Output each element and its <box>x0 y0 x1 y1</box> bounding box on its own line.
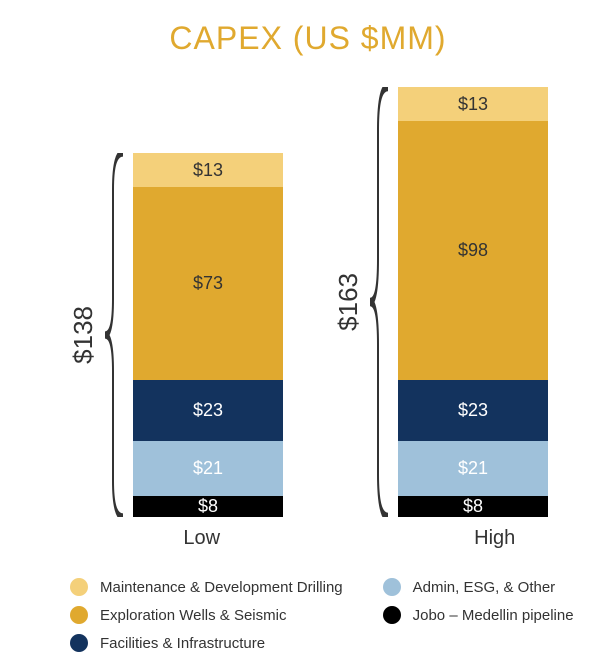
legend-item-exploration: Exploration Wells & Seismic <box>70 606 343 624</box>
legend-col-right: Admin, ESG, & Other Jobo – Medellin pipel… <box>383 578 574 652</box>
legend-swatch-exploration <box>70 606 88 624</box>
stack-low: $8$21$23$73$13 <box>133 153 283 517</box>
legend-item-maintenance: Maintenance & Development Drilling <box>70 578 343 596</box>
legend-label-admin: Admin, ESG, & Other <box>413 579 556 596</box>
legend-label-exploration: Exploration Wells & Seismic <box>100 607 286 624</box>
segment-high-maintenance: $13 <box>398 87 548 121</box>
legend-item-facilities: Facilities & Infrastructure <box>70 634 343 652</box>
legend-label-pipeline: Jobo – Medellin pipeline <box>413 607 574 624</box>
segment-low-facilities: $23 <box>133 380 283 441</box>
bracket-high <box>370 87 388 517</box>
legend: Maintenance & Development Drilling Explor… <box>30 578 586 652</box>
segment-high-admin: $21 <box>398 441 548 496</box>
xlabel-high: High <box>333 527 586 550</box>
segment-low-pipeline: $8 <box>133 496 283 517</box>
chart-title: CAPEX (US $MM) <box>30 20 586 57</box>
segment-low-maintenance: $13 <box>133 153 283 187</box>
segment-high-pipeline: $8 <box>398 496 548 517</box>
total-label-low: $138 <box>68 306 99 364</box>
legend-swatch-admin <box>383 578 401 596</box>
stack-high: $8$21$23$98$13 <box>398 87 548 517</box>
legend-item-admin: Admin, ESG, & Other <box>383 578 574 596</box>
segment-high-exploration: $98 <box>398 121 548 380</box>
legend-swatch-facilities <box>70 634 88 652</box>
segment-high-facilities: $23 <box>398 380 548 441</box>
xlabel-low: Low <box>30 527 283 550</box>
total-wrap-high: $163 <box>333 87 388 517</box>
bracket-low <box>105 153 123 517</box>
x-axis-labels: Low High <box>30 527 586 550</box>
legend-item-pipeline: Jobo – Medellin pipeline <box>383 606 574 624</box>
legend-label-maintenance: Maintenance & Development Drilling <box>100 579 343 596</box>
legend-col-left: Maintenance & Development Drilling Explor… <box>70 578 343 652</box>
total-label-high: $163 <box>333 273 364 331</box>
segment-low-exploration: $73 <box>133 187 283 380</box>
legend-label-facilities: Facilities & Infrastructure <box>100 635 265 652</box>
total-wrap-low: $138 <box>68 153 123 517</box>
bar-group-low: $138 $8$21$23$73$13 <box>68 87 283 517</box>
legend-swatch-maintenance <box>70 578 88 596</box>
chart-plot-area: $138 $8$21$23$73$13 $163 $8$21$23$98$13 <box>30 87 586 517</box>
segment-low-admin: $21 <box>133 441 283 496</box>
legend-swatch-pipeline <box>383 606 401 624</box>
bar-group-high: $163 $8$21$23$98$13 <box>333 87 548 517</box>
